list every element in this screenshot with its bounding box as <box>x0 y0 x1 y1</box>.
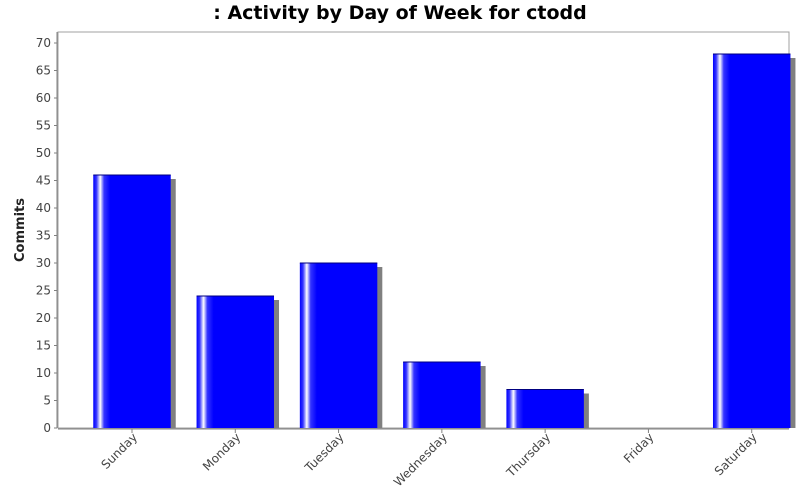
chart-title: : Activity by Day of Week for ctodd <box>213 2 587 24</box>
y-tick-label: 35 <box>36 229 51 243</box>
y-tick-label: 40 <box>36 201 51 215</box>
x-axis: Sunday Monday Tuesday Wednesday Thursday Frid… <box>58 428 789 489</box>
y-tick-label: 0 <box>43 421 51 435</box>
y-tick-label: 5 <box>43 394 51 408</box>
y-tick-label: 20 <box>36 311 51 325</box>
y-tick-label: 50 <box>36 146 51 160</box>
bar-thursday <box>506 389 584 428</box>
x-tick-label: Saturday <box>712 430 760 478</box>
x-tick-label: Wednesday <box>391 430 450 489</box>
x-tick-label: Thursday <box>503 430 553 480</box>
bar-monday <box>196 296 275 428</box>
y-tick-label: 45 <box>36 174 51 188</box>
x-tick-label: Sunday <box>98 430 140 472</box>
y-tick-label: 70 <box>36 36 51 50</box>
bars-group <box>93 53 796 428</box>
x-tick-label: Monday <box>200 430 243 473</box>
y-tick-label: 30 <box>36 256 51 270</box>
y-tick-label: 10 <box>36 366 51 380</box>
x-tick-label: Friday <box>621 430 657 466</box>
y-tick-label: 55 <box>36 119 51 133</box>
bar-wednesday <box>403 362 481 428</box>
y-tick-label: 15 <box>36 339 51 353</box>
y-tick-label: 65 <box>36 64 51 78</box>
bar-tuesday <box>299 263 378 428</box>
y-tick-label: 25 <box>36 284 51 298</box>
y-axis-title: Commits <box>13 198 28 262</box>
bar-sunday <box>93 175 171 428</box>
x-tick-label: Tuesday <box>302 430 347 475</box>
bar-saturday <box>712 54 791 428</box>
y-tick-label: 60 <box>36 91 51 105</box>
y-axis: 0 5 10 15 20 25 30 35 40 45 50 55 60 65 70 <box>36 32 58 435</box>
